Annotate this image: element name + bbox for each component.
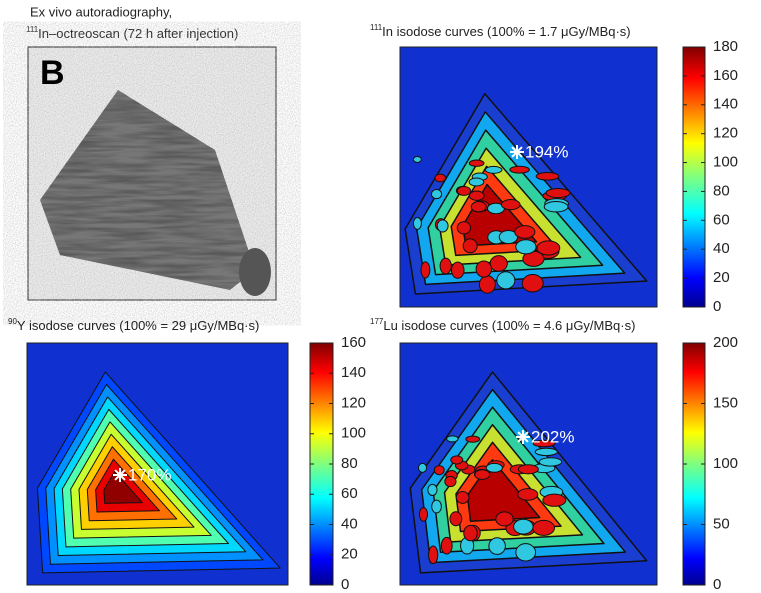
colorbar — [683, 47, 705, 307]
hot-spot — [464, 525, 478, 540]
hot-spot — [431, 189, 441, 198]
hot-spot — [413, 156, 421, 162]
hot-spot — [490, 256, 507, 272]
hot-spot — [421, 262, 430, 278]
hot-spot — [537, 241, 560, 255]
hot-spot — [434, 466, 444, 475]
title-text: Y isodose curves (100% = 29 μGy/MBq·s) — [17, 318, 259, 333]
colorbar-tick-label: 160 — [713, 67, 738, 84]
hot-spot — [536, 173, 559, 181]
hot-spot — [496, 512, 513, 526]
panel-title: 111In isodose curves (100% = 1.7 μGy/MBq… — [370, 23, 631, 39]
colorbar-tick-label: 50 — [713, 515, 730, 532]
colorbar-tick-label: 120 — [341, 394, 366, 411]
hot-spot — [441, 537, 452, 554]
hot-spot — [475, 470, 490, 480]
hot-spot — [413, 217, 421, 229]
hot-spot — [544, 202, 568, 212]
hot-spot — [535, 448, 557, 455]
hot-spot — [518, 465, 538, 474]
colorbar-tick-label: 20 — [341, 546, 358, 563]
hot-spot — [516, 544, 536, 561]
annotation: 170% — [128, 465, 171, 484]
hot-spot — [469, 191, 484, 200]
superscript: 111 — [26, 25, 39, 34]
subtitle-text: In–octreoscan (72 h after injection) — [38, 26, 238, 41]
colorbar-tick-label: 100 — [713, 154, 738, 171]
colorbar-tick-label: 0 — [713, 576, 721, 593]
colorbar-tick-label: 40 — [713, 240, 730, 257]
hot-spot — [466, 436, 480, 442]
hot-spot — [456, 491, 469, 503]
colorbar-tick-label: 200 — [713, 334, 738, 351]
hot-spot — [451, 262, 464, 278]
hot-spot — [479, 276, 495, 294]
hot-spot — [510, 166, 530, 173]
colorbar-tick-label: 0 — [341, 576, 349, 593]
hot-spot — [437, 220, 448, 232]
hot-spot — [432, 500, 442, 513]
hot-spot — [543, 494, 566, 506]
figure: Ex vivo autoradiography, 111In–octreosca… — [0, 0, 761, 593]
page: {"figure_label": "B", "autoradiograph": … — [0, 0, 761, 593]
hot-spot — [457, 187, 470, 196]
figure-label: B — [40, 54, 65, 92]
panel-title: Ex vivo autoradiography, — [30, 4, 172, 19]
colorbar-tick-label: 80 — [341, 455, 358, 472]
colorbar-tick-label: 160 — [341, 334, 366, 351]
colorbar-tick-label: 140 — [713, 96, 738, 113]
hot-spot — [429, 546, 438, 564]
annotation: 194% — [525, 142, 568, 161]
hot-spot — [447, 436, 458, 442]
colorbar-tick-label: 60 — [713, 211, 730, 228]
panel-title: 177Lu isodose curves (100% = 4.6 μGy/MBq… — [370, 317, 635, 333]
hot-spot — [501, 200, 520, 210]
hot-spot — [471, 202, 486, 212]
hot-spot — [463, 239, 477, 253]
hot-spot — [515, 226, 535, 239]
hot-spot — [497, 272, 515, 289]
title-text: In isodose curves (100% = 1.7 μGy/MBq·s) — [382, 24, 630, 39]
tissue-lobe — [239, 248, 271, 296]
hot-spot — [418, 463, 426, 472]
hot-spot — [450, 512, 462, 526]
hot-spot — [486, 463, 502, 472]
hot-spot — [539, 458, 562, 466]
panel-title: 90Y isodose curves (100% = 29 μGy/MBq·s) — [8, 317, 259, 333]
colorbar-tick-label: 60 — [341, 485, 358, 502]
hot-spot — [428, 484, 437, 495]
colorbar-tick-label: 0 — [713, 298, 721, 315]
hot-spot — [533, 520, 555, 535]
colorbar-tick-label: 20 — [713, 269, 730, 286]
colorbar-tick-label: 100 — [341, 425, 366, 442]
hot-spot — [546, 188, 570, 197]
colorbar-tick-label: 80 — [713, 182, 730, 199]
hot-spot — [476, 261, 492, 277]
hot-spot — [469, 160, 484, 166]
hot-spot — [522, 275, 543, 292]
hot-spot — [440, 258, 451, 274]
hot-spot — [514, 519, 533, 534]
hot-spot — [469, 178, 484, 186]
hot-spot — [518, 489, 538, 501]
superscript: 111 — [370, 23, 383, 32]
colorbar-tick-label: 140 — [341, 364, 366, 381]
hot-spot — [516, 240, 536, 254]
hot-spot — [457, 222, 470, 234]
hot-spot — [489, 538, 506, 555]
superscript: 177 — [370, 317, 384, 326]
hot-spot — [435, 174, 446, 182]
title-text: Lu isodose curves (100% = 4.6 μGy/MBq·s) — [383, 318, 635, 333]
colorbar-tick-label: 150 — [713, 394, 738, 411]
colorbar-tick-label: 100 — [713, 455, 738, 472]
colorbar-tick-label: 120 — [713, 125, 738, 142]
annotation: 202% — [531, 427, 574, 446]
colorbar-tick-label: 180 — [713, 38, 738, 55]
hot-spot — [485, 166, 502, 173]
hot-spot — [445, 476, 456, 486]
panel-subtitle: 111In–octreoscan (72 h after injection) — [26, 25, 238, 41]
colorbar-tick-label: 40 — [341, 515, 358, 532]
hot-spot — [451, 456, 463, 464]
hot-spot — [419, 508, 427, 522]
